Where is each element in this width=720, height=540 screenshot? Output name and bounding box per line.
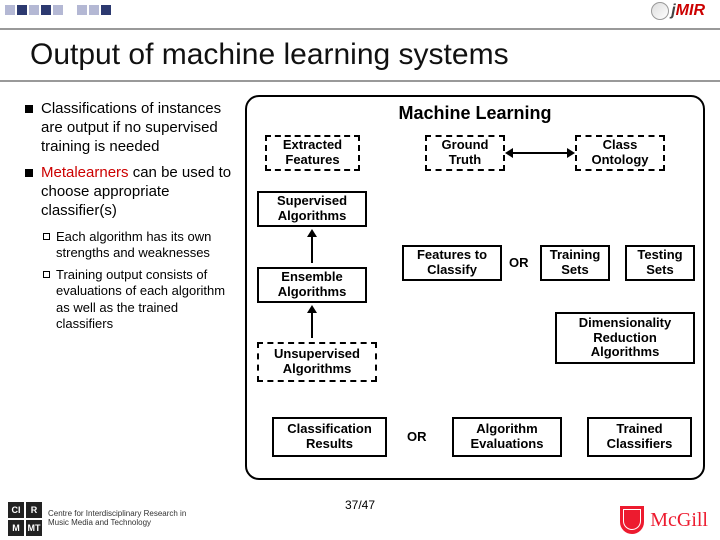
mcgill-text: McGill: [650, 509, 708, 532]
box-ensemble: Ensemble Algorithms: [257, 267, 367, 303]
box-testing-sets: Testing Sets: [625, 245, 695, 281]
box-supervised: Supervised Algorithms: [257, 191, 367, 227]
sub-bullet-2-text: Training output consists of evaluations …: [56, 267, 235, 332]
box-training-sets: Training Sets: [540, 245, 610, 281]
open-square-icon: [43, 233, 50, 240]
diagram-frame: Machine Learning Extracted Features Grou…: [245, 95, 705, 480]
bullet-list: Classifications of instances are output …: [25, 100, 235, 338]
mcgill-logo: McGill: [620, 506, 708, 534]
box-algorithm-evaluations: Algorithm Evaluations: [452, 417, 562, 457]
page-title: Output of machine learning systems: [30, 38, 509, 72]
or-label-2: OR: [407, 429, 427, 444]
page-number: 37/47: [345, 498, 375, 512]
box-ground-truth: Ground Truth: [425, 135, 505, 171]
bullet-1-text: Classifications of instances are output …: [41, 100, 235, 156]
mcgill-crest-icon: [620, 506, 644, 534]
box-dimensionality-reduction: Dimensionality Reduction Algorithms: [555, 312, 695, 364]
open-square-icon: [43, 271, 50, 278]
sub-bullet-1-text: Each algorithm has its own strengths and…: [56, 229, 235, 262]
jmir-logo: jMIR: [651, 2, 705, 20]
box-trained-classifiers: Trained Classifiers: [587, 417, 692, 457]
sub-bullet-2: Training output consists of evaluations …: [43, 267, 235, 332]
bullet-square-icon: [25, 169, 33, 177]
bullet-square-icon: [25, 105, 33, 113]
box-unsupervised: Unsupervised Algorithms: [257, 342, 377, 382]
decorative-squares: [5, 5, 125, 15]
globe-icon: [651, 2, 669, 20]
diagram-title: Machine Learning: [247, 103, 703, 124]
bullet-2-text: Metalearners can be used to choose appro…: [41, 164, 235, 220]
cirmmt-logo: CIRMMT Centre for Interdisciplinary Rese…: [8, 502, 208, 536]
cirmmt-text: Centre for Interdisciplinary Research in…: [48, 510, 208, 528]
box-class-ontology: Class Ontology: [575, 135, 665, 171]
box-features-classify: Features to Classify: [402, 245, 502, 281]
bullet-1: Classifications of instances are output …: [25, 100, 235, 156]
footer: CIRMMT Centre for Interdisciplinary Rese…: [0, 492, 720, 540]
bullet-2: Metalearners can be used to choose appro…: [25, 164, 235, 220]
box-classification-results: Classification Results: [272, 417, 387, 457]
or-label-1: OR: [509, 255, 529, 270]
box-extracted-features: Extracted Features: [265, 135, 360, 171]
sub-bullet-1: Each algorithm has its own strengths and…: [43, 229, 235, 262]
